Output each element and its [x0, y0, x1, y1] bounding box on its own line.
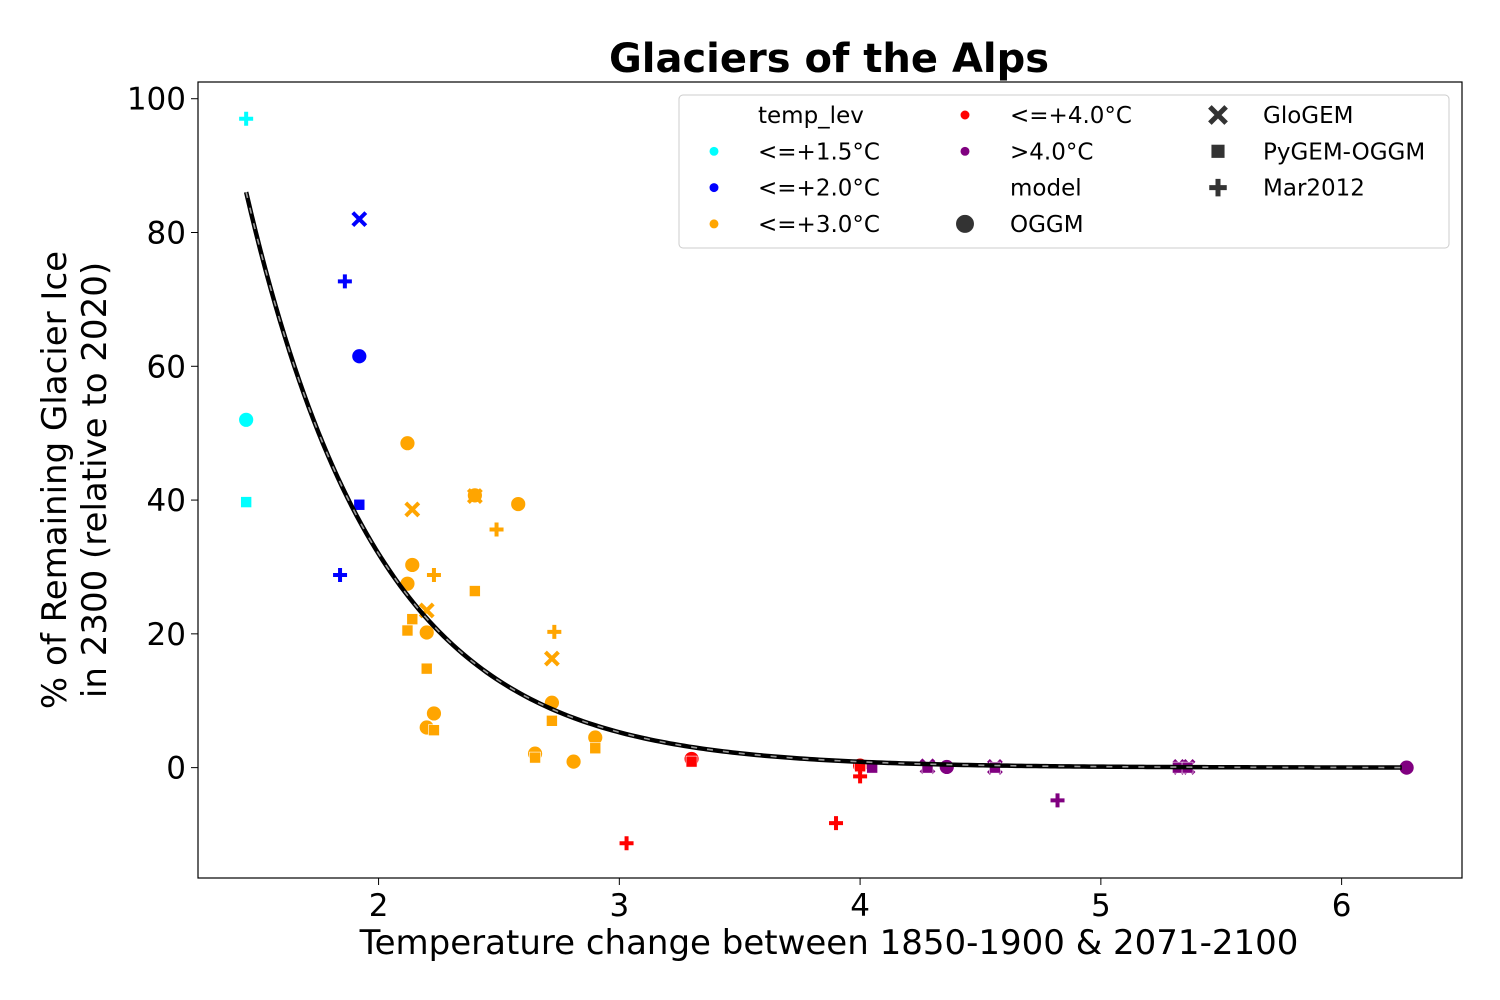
data-point — [547, 624, 562, 639]
data-point — [420, 662, 433, 675]
data-point — [685, 755, 698, 768]
legend-label: Mar2012 — [1263, 176, 1365, 202]
x-tick-label: 6 — [1332, 888, 1352, 924]
legend-entry: OGGM — [955, 212, 1084, 238]
data-point — [404, 557, 421, 573]
legend-entry: PyGEM-OGGM — [1210, 139, 1425, 165]
y-tick-label: 100 — [127, 82, 186, 118]
legend-marker — [1209, 178, 1227, 197]
x-tick-label: 3 — [609, 888, 629, 924]
data-point — [406, 613, 419, 625]
data-point — [351, 211, 368, 228]
data-point — [510, 496, 527, 512]
data-point — [428, 724, 440, 736]
y-tick-label: 60 — [147, 349, 186, 385]
data-point — [238, 411, 255, 428]
y-tick-label: 20 — [147, 617, 186, 653]
legend-title: temp_lev — [758, 103, 864, 129]
data-point — [401, 624, 414, 637]
legend-label: <=+1.5°C — [758, 139, 880, 165]
legend-marker — [708, 182, 720, 193]
legend-label: <=+3.0°C — [758, 212, 880, 238]
data-point — [529, 751, 541, 764]
data-point — [619, 836, 634, 851]
x-axis-label: Temperature change between 1850-1900 & 2… — [359, 923, 1299, 963]
legend-label: model — [1010, 176, 1082, 202]
legend-entry: <=+3.0°C — [708, 212, 880, 238]
data-point — [240, 496, 252, 508]
series-<=+1.5°C — [238, 111, 255, 508]
data-point — [1050, 793, 1065, 808]
legend-marker — [955, 214, 975, 234]
legend-entry: <=+4.0°C — [959, 103, 1132, 129]
x-tick-label: 2 — [369, 888, 389, 924]
data-point — [426, 567, 441, 582]
data-point — [404, 501, 421, 518]
legend-marker — [708, 146, 720, 157]
legend-entry: Mar2012 — [1209, 176, 1365, 202]
legend-marker — [959, 146, 971, 157]
data-point — [489, 522, 504, 537]
legend-marker — [1208, 105, 1228, 125]
legend-entry: GloGEM — [1208, 103, 1353, 129]
legend-entry: <=+2.0°C — [708, 176, 880, 202]
fit-curve — [243, 191, 1402, 770]
data-point — [353, 498, 366, 511]
data-point — [239, 111, 254, 126]
x-tick-label: 4 — [850, 888, 870, 924]
y-tick-label: 0 — [166, 751, 186, 787]
data-point — [469, 585, 481, 597]
legend-label: OGGM — [1010, 212, 1084, 238]
chart-title: Glaciers of the Alps — [609, 36, 1049, 82]
y-axis-label: % of Remaining Glacier Ice in 2300 (rela… — [35, 251, 115, 709]
data-point — [853, 769, 868, 784]
data-point — [544, 650, 560, 667]
data-point — [565, 753, 582, 770]
legend-entry: >4.0°C — [959, 139, 1093, 165]
y-axis-label-line2: in 2300 (relative to 2020) — [75, 262, 115, 698]
data-point — [351, 348, 368, 365]
legend-box — [678, 94, 1450, 249]
legend-label: GloGEM — [1263, 103, 1353, 129]
legend-marker — [959, 109, 971, 121]
legend-label: PyGEM-OGGM — [1263, 139, 1425, 165]
fit-curve-dash — [245, 191, 1402, 769]
y-tick-label: 80 — [147, 216, 186, 252]
y-tick-label: 40 — [147, 483, 186, 519]
data-point — [829, 816, 844, 831]
data-point — [466, 488, 483, 504]
plot-area — [238, 111, 1415, 851]
data-point — [589, 742, 602, 755]
x-tick-label: 5 — [1091, 888, 1111, 924]
data-point — [399, 435, 416, 452]
series-<=+2.0°C — [333, 211, 368, 582]
y-axis-label-line1: % of Remaining Glacier Ice — [35, 251, 75, 709]
data-point — [546, 715, 558, 727]
data-point — [418, 624, 435, 641]
data-point — [938, 759, 955, 775]
plot-frame — [197, 81, 1463, 879]
legend-entry: <=+1.5°C — [708, 139, 880, 165]
legend: temp_lev <=+1.5°C <=+2.0°C <=+3.0°C <=+4.0°C… — [678, 94, 1450, 249]
legend-label: <=+2.0°C — [758, 176, 880, 202]
legend-marker — [708, 218, 720, 230]
legend-title: model — [1010, 176, 1082, 202]
legend-label: >4.0°C — [1010, 139, 1093, 165]
series-<=+4.0°C — [619, 751, 868, 851]
data-point — [426, 705, 442, 722]
legend-marker — [1210, 144, 1226, 159]
legend-label: temp_lev — [758, 103, 864, 129]
legend-label: <=+4.0°C — [1010, 103, 1132, 129]
data-point — [337, 274, 352, 289]
data-point — [333, 567, 348, 582]
